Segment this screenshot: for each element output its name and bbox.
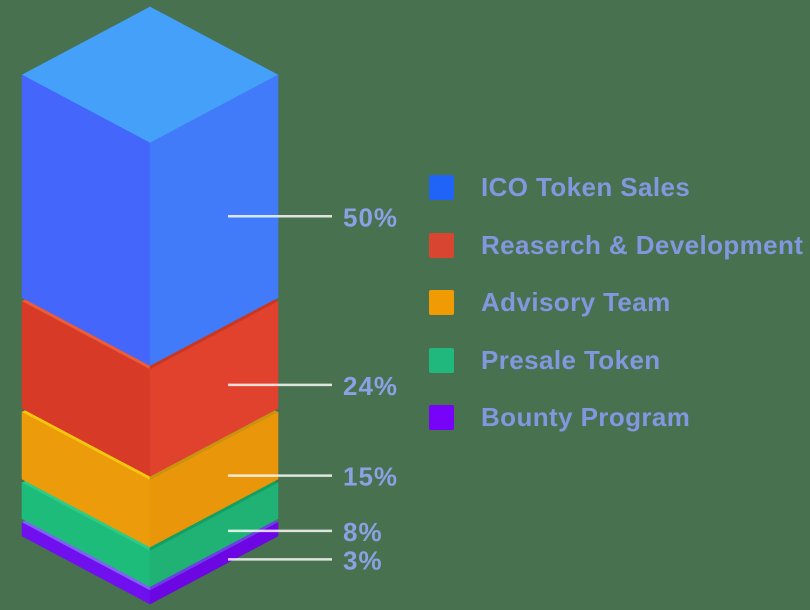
legend-swatch-bounty-program [429,405,454,430]
legend-label: Reaserch & Development [481,229,804,260]
percent-label: 24% [343,371,398,401]
legend-label: ICO Token Sales [481,172,691,202]
legend-label: Presale Token [481,344,661,375]
legend-item: Advisory Team [429,287,803,317]
segment-right-face [149,411,279,548]
segment-right-face [149,74,279,366]
segment-right-face [149,301,279,477]
legend-item: Bounty Program [429,402,803,432]
legend: ICO Token Sales Reaserch & Development A… [429,172,804,432]
legend-label: Advisory Team [481,287,671,317]
legend-item: Presale Token [429,344,803,375]
legend-swatch-reaserch-development [429,232,454,258]
legend-swatch-ico-token-sales [429,175,454,200]
percent-label: 15% [343,462,398,492]
legend-swatch-advisory-team [429,290,454,315]
percent-label: 50% [343,202,398,232]
legend-item: ICO Token Sales [429,172,803,202]
legend-label: Bounty Program [481,402,691,432]
percent-label: 8% [343,517,383,547]
percent-label: 3% [343,545,383,575]
segment-right-face [149,482,279,588]
legend-swatch-presale-token [429,347,454,373]
legend-item: Reaserch & Development [429,229,804,260]
